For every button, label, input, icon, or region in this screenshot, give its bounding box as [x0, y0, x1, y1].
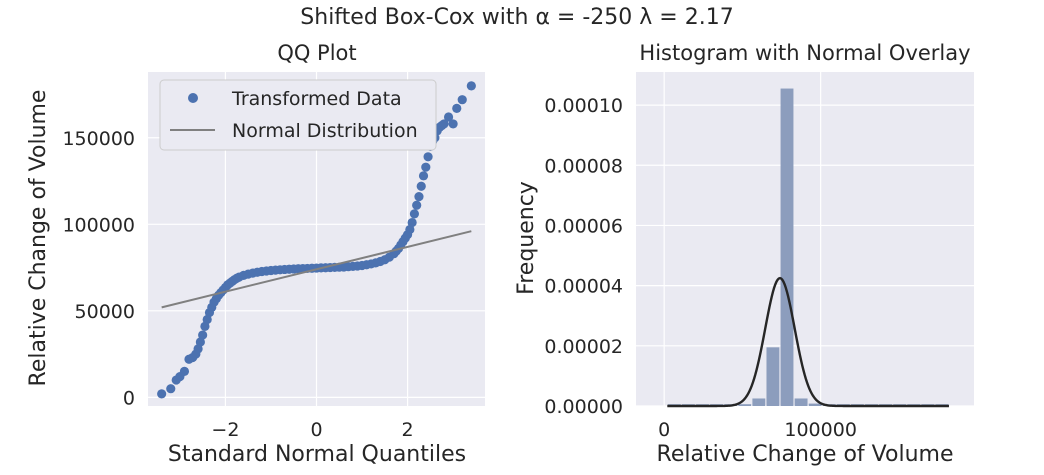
- y-tick-label: 0.00004: [544, 276, 623, 298]
- qq-point: [179, 366, 190, 376]
- x-tick-label: 2: [402, 419, 414, 441]
- qq-point: [457, 95, 467, 105]
- normal-overlay-curve: [667, 276, 949, 408]
- qq-point: [407, 217, 417, 228]
- figure-suptitle: Shifted Box-Cox with α = -250 λ = 2.17: [300, 5, 733, 30]
- qq-point: [416, 181, 426, 191]
- y-tick-label: 0.00002: [544, 336, 623, 358]
- histogram-x-label: Relative Change of Volume: [657, 442, 954, 467]
- qq-point: [412, 200, 422, 210]
- x-tick-label: 0: [658, 419, 670, 441]
- histogram-bar: [738, 404, 752, 406]
- histogram-plot-area: [636, 72, 974, 406]
- qq-y-label: Relative Change of Volume: [26, 90, 51, 387]
- qq-normal-line: [161, 230, 472, 309]
- qq-point: [414, 192, 424, 202]
- qq-point: [452, 103, 462, 113]
- legend-label-normal: Normal Distribution: [232, 120, 418, 142]
- histogram-y-ticks: 0.00000 0.00002 0.00004 0.00006 0.00008 0.000…: [544, 95, 623, 418]
- qq-x-ticks: −2 0 2: [211, 419, 413, 441]
- qq-legend: Transformed Data Normal Distribution: [159, 79, 437, 151]
- qq-point: [202, 314, 212, 325]
- y-tick-label: 100000: [62, 214, 135, 236]
- qq-point: [466, 81, 476, 91]
- legend-label-data: Transformed Data: [231, 88, 402, 110]
- qq-point: [418, 171, 429, 181]
- y-tick-label: 0: [123, 387, 135, 409]
- legend-point-marker: [188, 93, 198, 103]
- y-tick-label: 0.00010: [544, 95, 623, 117]
- histogram-bar: [752, 398, 766, 406]
- qq-point: [405, 224, 415, 235]
- qq-point: [448, 119, 458, 129]
- qq-point: [439, 119, 449, 129]
- qq-y-ticks: 0 50000 100000 150000: [62, 128, 135, 410]
- x-tick-label: 100000: [784, 419, 857, 441]
- legend-frame: [159, 79, 437, 151]
- qq-point: [200, 321, 210, 331]
- y-tick-label: 0.00008: [544, 155, 623, 177]
- y-tick-label: 0.00006: [544, 215, 623, 237]
- histogram-bar: [766, 347, 780, 406]
- qq-point: [157, 389, 167, 399]
- qq-panel: −2 0 2 0 50000 100000 150000 QQ Plot Standard…: [26, 41, 485, 467]
- x-tick-label: 0: [310, 419, 322, 441]
- histogram-x-ticks: 0 100000: [658, 419, 857, 441]
- qq-point: [198, 330, 208, 340]
- qq-x-label: Standard Normal Quantiles: [168, 442, 466, 467]
- qq-point: [423, 152, 433, 162]
- qq-point: [443, 112, 454, 122]
- histogram-panel: 0 100000 0.000000.000020.000040.000060.00…: [514, 41, 974, 467]
- histogram-bar: [808, 403, 822, 406]
- qq-point: [421, 162, 431, 172]
- qq-point: [166, 384, 176, 394]
- histogram-bar: [780, 88, 794, 406]
- histogram-bar: [794, 398, 808, 406]
- qq-point: [195, 337, 205, 347]
- y-tick-label: 50000: [75, 301, 135, 323]
- histogram-title: Histogram with Normal Overlay: [639, 41, 970, 65]
- histogram-y-label: Frequency: [514, 181, 539, 295]
- y-tick-label: 150000: [62, 128, 135, 150]
- qq-point: [409, 209, 420, 219]
- x-tick-label: −2: [211, 419, 239, 441]
- qq-point: [193, 344, 203, 354]
- y-tick-label: 0.00000: [544, 396, 623, 418]
- qq-title: QQ Plot: [277, 41, 356, 65]
